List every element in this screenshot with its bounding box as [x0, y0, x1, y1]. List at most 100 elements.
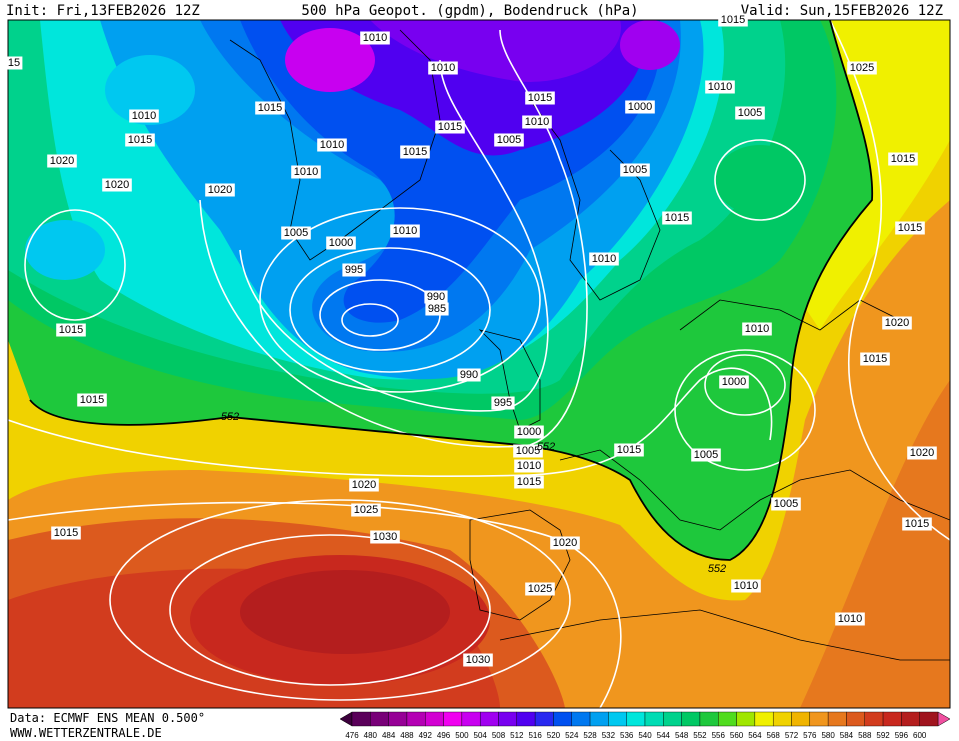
- isobar-label-box: [56, 323, 86, 337]
- colorbar-swatch: [534, 711, 554, 727]
- isobar-label-box: [620, 163, 650, 177]
- map-shape: [8, 501, 622, 708]
- colorbar-label: 512: [510, 731, 524, 740]
- contour-label: 552: [537, 441, 555, 453]
- isobar-label: 1015: [128, 134, 152, 146]
- colorbar-label: 564: [748, 731, 762, 740]
- isobar-label: 1010: [320, 139, 344, 151]
- isobar-label: 1005: [774, 498, 798, 510]
- isobar-label-box: [125, 133, 155, 147]
- colorbar-swatch: [626, 711, 646, 727]
- isobar-labels: 1010 1010 1015 1010 1015 1015 1010 1000 1010 1005…: [5, 13, 937, 667]
- map-element: [229, 29, 441, 261]
- colorbar-swatch: [370, 711, 389, 727]
- isobar-label-box: [625, 100, 655, 114]
- isobar-label-box: [491, 396, 515, 410]
- map-shape: [240, 570, 450, 654]
- map-element: [679, 299, 901, 331]
- map-element: [370, 20, 621, 82]
- isobar-label: 1030: [373, 531, 397, 543]
- colorbar-swatch: [663, 711, 682, 727]
- isobar-label: 1015: [438, 121, 462, 133]
- isobar-label-box: [281, 226, 311, 240]
- colorbar-label: 500: [455, 731, 469, 740]
- colorbar-swatch: [406, 711, 426, 727]
- map-shape: [169, 534, 491, 686]
- colorbar-label: 552: [693, 731, 707, 740]
- isobar-label-box: [662, 211, 692, 225]
- colorbar-swatch: [388, 711, 408, 727]
- colorbar-arrow-right: [937, 711, 951, 727]
- colorbar-label: 548: [675, 731, 689, 740]
- isobar-label-box: [5, 56, 23, 70]
- isobar-label: 1010: [431, 62, 455, 74]
- isobar-label: 1010: [393, 225, 417, 237]
- isobar-label-box: [129, 109, 159, 123]
- isobar-label-box: [719, 375, 749, 389]
- map-shape: [105, 55, 195, 125]
- colorbar-swatch: [754, 711, 774, 727]
- colorbar-label: 540: [638, 731, 652, 740]
- colorbar-label: 516: [528, 731, 542, 740]
- isobar-label: 1000: [517, 426, 541, 438]
- isobar-label: 1020: [910, 447, 934, 459]
- isobar-label-box: [370, 530, 400, 544]
- colorbar-label: 476: [345, 731, 359, 740]
- isobar-label: 1015: [905, 518, 929, 530]
- colorbar-label: 544: [657, 731, 671, 740]
- isobar-label: 1020: [885, 317, 909, 329]
- isobar-label-box: [435, 120, 465, 134]
- colorbar-swatch: [608, 711, 627, 727]
- isobar-label: 1020: [50, 155, 74, 167]
- isobar-label: 1020: [553, 537, 577, 549]
- isobar-label: 1025: [850, 62, 874, 74]
- isobar-label-box: [463, 653, 493, 667]
- isobar-label-box: [351, 503, 381, 517]
- isobar-label: 1005: [738, 107, 762, 119]
- valid-time: Valid: Sun,15FEB2026 12Z: [741, 3, 943, 19]
- isobar-label-box: [102, 178, 132, 192]
- isobar-label: 1015: [59, 324, 83, 336]
- colorbar-label: 588: [858, 731, 872, 740]
- colorbar-label: 584: [840, 731, 854, 740]
- isobar-label: 1010: [838, 613, 862, 625]
- isobar-label: 1000: [722, 376, 746, 388]
- colorbar-swatch: [772, 711, 792, 727]
- map-shape: [285, 28, 375, 92]
- isobar-label-box: [317, 138, 347, 152]
- map-element: [478, 329, 541, 431]
- colorbar-label: 556: [712, 731, 726, 740]
- colorbar-label: 520: [547, 731, 561, 740]
- isobar-label: 1010: [363, 32, 387, 44]
- colorbar-swatch: [736, 711, 756, 727]
- map-shape: [714, 139, 806, 221]
- isobar-label: 1000: [329, 237, 353, 249]
- map-shape: [704, 354, 786, 416]
- colorbar-swatch: [498, 711, 518, 727]
- isobar-label-box: [705, 80, 735, 94]
- map-element: [529, 99, 661, 301]
- map-shape: [259, 207, 541, 393]
- isobar-label: 1015: [258, 102, 282, 114]
- map-shape: [341, 303, 399, 337]
- isobar-label-box: [360, 31, 390, 45]
- isobar-label-box: [525, 91, 555, 105]
- isobar-label: 985: [428, 303, 446, 315]
- colorbar-swatch: [644, 711, 664, 727]
- colorbar-label: 508: [492, 731, 506, 740]
- colorbar-swatch: [901, 711, 920, 727]
- isobar-label: 1015: [517, 476, 541, 488]
- isobar-label: 1025: [354, 504, 378, 516]
- isobar-label-box: [513, 444, 543, 458]
- field: [8, 20, 950, 708]
- isobar-label: 1010: [525, 116, 549, 128]
- colorbar-label: 580: [821, 731, 835, 740]
- colorbar-swatch: [589, 711, 609, 727]
- colorbar-label: 488: [400, 731, 414, 740]
- isobar-label-box: [457, 368, 481, 382]
- isobar-label: 1010: [708, 81, 732, 93]
- colorbar-label: 592: [876, 731, 890, 740]
- isobar-label: 1015: [863, 353, 887, 365]
